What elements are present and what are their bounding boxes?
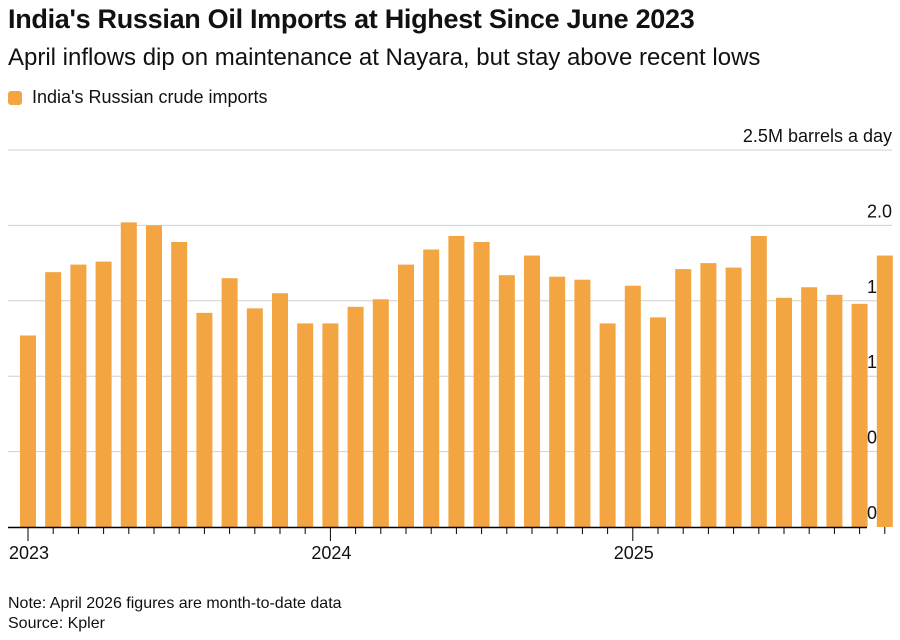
bar — [146, 225, 162, 527]
bar — [549, 276, 566, 527]
bar — [221, 278, 238, 527]
bar — [246, 308, 263, 527]
legend-swatch — [8, 90, 22, 105]
y-tick-label: 2.0 — [867, 201, 892, 221]
chart-subtitle: April inflows dip on maintenance at Naya… — [8, 44, 761, 71]
bar — [171, 241, 188, 527]
bar — [322, 323, 339, 527]
bar — [574, 279, 591, 527]
footnotes: Note: April 2026 figures are month-to-da… — [8, 594, 342, 634]
bar — [826, 294, 843, 527]
bar — [448, 235, 465, 527]
bar-chart: 2.5M barrels a day0.00.51.01.52.02023202… — [8, 126, 893, 563]
x-tick-label: 2025 — [614, 543, 654, 563]
bar — [297, 323, 314, 527]
bar — [725, 267, 742, 527]
bar — [347, 306, 364, 527]
bar — [599, 323, 616, 527]
bar — [750, 235, 767, 527]
bar — [423, 249, 440, 527]
bar — [196, 312, 213, 527]
chart-title: India's Russian Oil Imports at Highest S… — [8, 4, 695, 34]
bar — [120, 222, 137, 527]
bar — [20, 335, 36, 527]
bar — [398, 264, 414, 527]
bar — [95, 261, 112, 527]
note-text: Note: April 2026 figures are month-to-da… — [8, 595, 342, 612]
bar — [650, 317, 666, 527]
bar — [524, 255, 540, 527]
bar — [272, 293, 288, 527]
bar — [624, 285, 641, 527]
bar — [876, 255, 893, 527]
bar — [473, 241, 490, 527]
bar — [70, 264, 87, 527]
x-tick-label: 2023 — [9, 543, 49, 563]
y-axis-unit-label: 2.5M barrels a day — [743, 126, 892, 146]
bar — [498, 275, 515, 527]
source-text: Source: Kpler — [8, 615, 105, 632]
legend-label: India's Russian crude imports — [32, 87, 268, 107]
x-tick-label: 2024 — [311, 543, 351, 563]
bar — [801, 287, 818, 527]
legend: India's Russian crude imports — [8, 87, 268, 108]
bar — [45, 272, 62, 527]
bar — [675, 269, 692, 527]
bar — [372, 299, 389, 527]
bar — [776, 297, 792, 527]
bar — [851, 303, 868, 527]
bar — [700, 263, 717, 527]
